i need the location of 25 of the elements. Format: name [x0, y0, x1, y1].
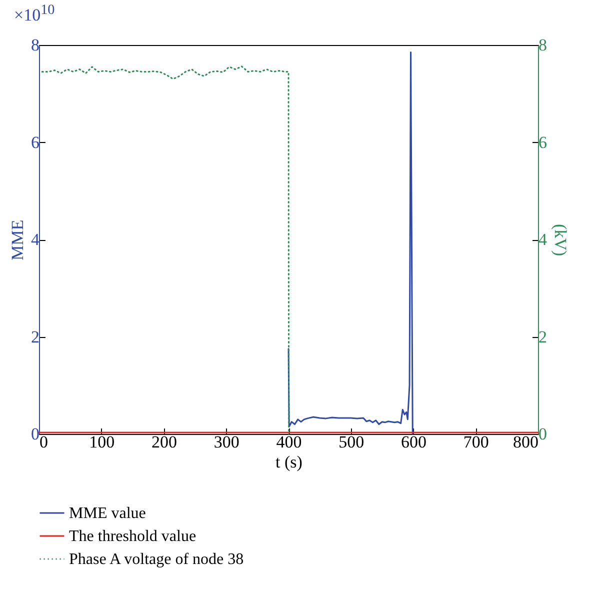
y-tick-label: 2 — [31, 327, 40, 346]
y-tick-label: 4 — [31, 230, 40, 249]
x-tick-label: 200 — [152, 432, 177, 452]
x-tick-label: 800 — [513, 432, 538, 452]
x-tick-label: 100 — [89, 432, 115, 452]
legend-label: The threshold value — [69, 528, 196, 545]
y2-tick-label: 4 — [538, 230, 548, 249]
y2-axis-title: (kV) — [551, 224, 570, 256]
y-tick-label: 6 — [31, 132, 40, 152]
legend-label: Phase A voltage of node 38 — [69, 551, 244, 568]
x-tick-label: 700 — [463, 432, 489, 452]
y2-tick-label: 6 — [538, 132, 547, 152]
y-tick-label: 8 — [31, 36, 40, 54]
x-tick-label: 600 — [401, 432, 426, 452]
y2-tick-label: 8 — [538, 36, 547, 54]
y2-tick-label: 2 — [538, 327, 547, 346]
y-axis-title: MME — [8, 220, 27, 260]
line-series — [41, 66, 290, 435]
x-tick-label: 300 — [214, 432, 240, 452]
x-tick-label: 400 — [276, 432, 302, 452]
x-axis-title: t (s) — [276, 452, 302, 472]
line-series — [288, 52, 414, 435]
text: ×10$^{10}$ — [14, 2, 55, 26]
x-tick-label: 500 — [338, 432, 364, 452]
legend-label: MME value — [69, 505, 146, 522]
